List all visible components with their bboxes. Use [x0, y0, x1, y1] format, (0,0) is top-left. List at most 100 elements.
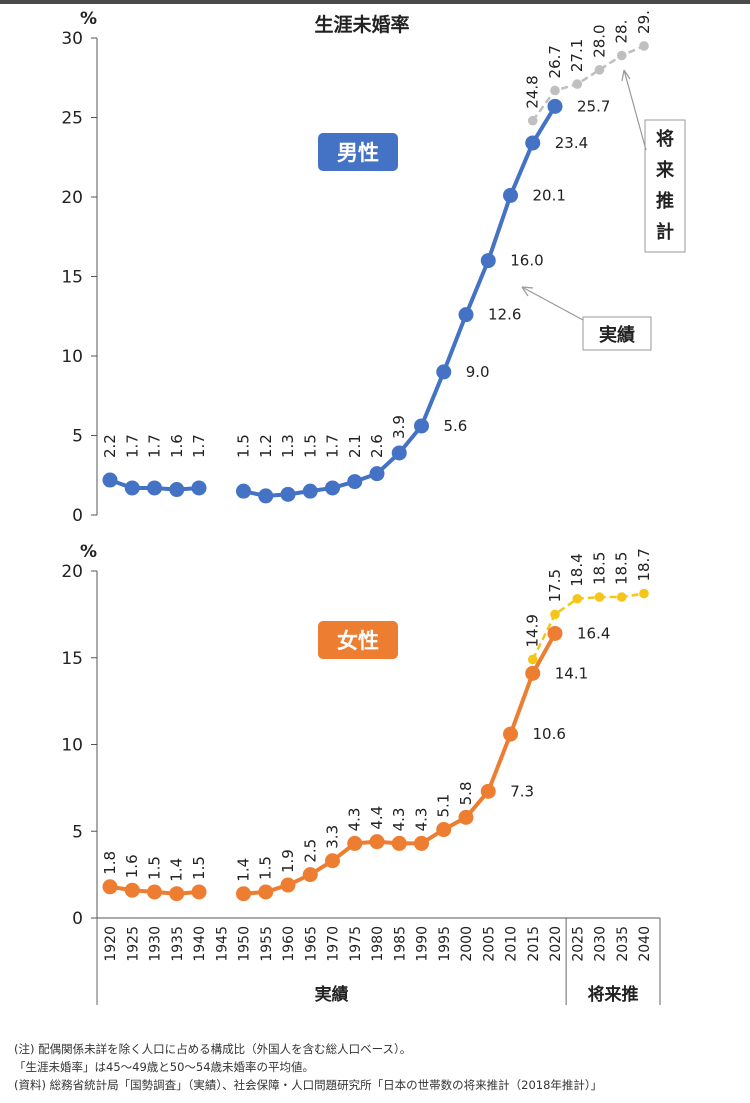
- female-data-label: 1.4: [235, 858, 253, 882]
- male-data-label: 1.6: [168, 434, 186, 458]
- male-y-tick-label: 25: [61, 109, 83, 129]
- male-data-label: 20.1: [533, 186, 566, 204]
- male-data-label: 2.2: [101, 434, 119, 458]
- female-projection-point: [639, 588, 649, 599]
- female-projection-label: 14.9: [524, 614, 542, 647]
- male-y-tick-label: 15: [61, 268, 83, 288]
- actual-callout-box: [582, 316, 652, 351]
- male-data-label: 16.0: [510, 252, 543, 270]
- chart-title: 生涯未婚率: [314, 13, 409, 36]
- female-y-tick-label: 10: [61, 736, 83, 756]
- male-actual-point: [347, 474, 363, 490]
- male-actual-point: [102, 472, 118, 488]
- male-data-label: 1.2: [257, 434, 275, 458]
- projection-callout-char: 来: [655, 160, 675, 181]
- female-data-label: 4.3: [346, 808, 364, 832]
- male-actual-point: [525, 135, 541, 151]
- female-y-tick-label: 0: [72, 909, 83, 929]
- female-actual-point: [414, 835, 429, 851]
- note-line-1: (注) 配偶関係未詳を除く人口に占める構成比（外国人を含む総人口ベース）。: [14, 1042, 412, 1056]
- female-projection-label: 18.5: [613, 552, 631, 585]
- male-data-label: 1.7: [123, 434, 141, 458]
- male-y-tick-label: 30: [61, 29, 83, 49]
- male-actual-point: [325, 480, 340, 496]
- female-actual-point: [325, 853, 340, 869]
- projection-callout-box: [644, 119, 686, 253]
- male-projection-point: [639, 41, 649, 51]
- x-group-label-projection: 将来推: [588, 984, 639, 1005]
- male-actual-point: [503, 187, 518, 203]
- male-actual-point: [124, 480, 140, 496]
- female-actual-point: [480, 783, 496, 799]
- x-tick-label: 2040: [637, 926, 653, 962]
- x-tick-label: 1985: [392, 926, 408, 962]
- male-actual-point: [147, 480, 162, 496]
- female-unit-label: %: [80, 542, 97, 562]
- female-actual-point: [280, 877, 296, 893]
- x-tick-label: 2030: [593, 926, 609, 962]
- projection-callout-char: 将: [656, 128, 674, 150]
- male-data-label: 1.5: [301, 434, 319, 458]
- male-actual-point: [369, 466, 385, 482]
- projection-callout-char: 推: [656, 190, 674, 212]
- x-tick-label: 1940: [192, 926, 208, 962]
- female-data-label: 1.5: [146, 856, 164, 880]
- female-actual-point: [525, 665, 541, 681]
- note-line-3: (資料) 総務省統計局「国勢調査」（実績）、社会保障・人口問題研究所「日本の世帯…: [14, 1078, 603, 1092]
- male-projection-label: 29.: [635, 10, 653, 34]
- female-actual-point: [347, 835, 363, 851]
- female-data-label: 5.1: [435, 794, 453, 818]
- female-data-label: 4.3: [390, 808, 408, 832]
- female-data-label: 1.8: [101, 851, 119, 875]
- female-actual-point: [191, 884, 207, 900]
- female-projection-point: [594, 592, 605, 602]
- female-actual-point: [503, 726, 518, 742]
- x-tick-label: 1970: [326, 926, 342, 962]
- male-actual-point: [236, 483, 251, 499]
- female-y-tick-label: 20: [61, 562, 83, 582]
- male-data-label: 1.7: [146, 434, 164, 458]
- male-data-label: 1.3: [279, 434, 297, 458]
- male-actual-point: [191, 480, 207, 496]
- female-data-label: 1.5: [190, 856, 208, 880]
- x-tick-label: 2025: [570, 926, 586, 962]
- female-data-label: 4.4: [368, 806, 386, 830]
- male-projection-label: 24.8: [524, 75, 542, 108]
- female-actual-point: [302, 867, 318, 883]
- female-projection-point: [616, 592, 627, 602]
- x-tick-label: 2010: [504, 926, 520, 962]
- x-tick-label: 1975: [348, 926, 364, 962]
- x-tick-label: 1960: [281, 926, 297, 962]
- x-tick-label: 1990: [415, 926, 431, 962]
- female-projection-label: 18.4: [568, 553, 586, 586]
- x-tick-label: 1930: [148, 926, 164, 962]
- male-data-label: 1.7: [324, 434, 342, 458]
- x-tick-label: 1925: [125, 926, 141, 962]
- top-edge-bar: [0, 0, 750, 4]
- female-data-label: 10.6: [533, 725, 566, 743]
- female-data-label: 1.5: [257, 856, 275, 880]
- actual-callout-arrowhead: [521, 286, 534, 297]
- female-actual-point: [124, 882, 140, 898]
- male-projection-label: 26.7: [546, 45, 564, 78]
- female-actual-point: [369, 834, 385, 850]
- male-actual-point: [414, 418, 429, 434]
- female-data-label: 1.6: [123, 854, 141, 878]
- x-tick-label: 1965: [303, 926, 319, 962]
- male-series-badge: [318, 133, 398, 171]
- female-projection-point: [527, 654, 538, 665]
- male-projection-point: [616, 50, 627, 61]
- x-tick-label: 1995: [437, 926, 453, 962]
- x-tick-label: 1980: [370, 926, 386, 962]
- x-tick-label: 1920: [103, 926, 119, 962]
- male-projection-label: 28.: [613, 20, 631, 44]
- male-data-label: 3.9: [390, 415, 408, 439]
- male-actual-point: [436, 364, 452, 380]
- female-projection-point: [550, 609, 560, 620]
- female-y-tick-label: 5: [72, 822, 83, 842]
- male-data-label: 25.7: [577, 97, 610, 115]
- female-projection-label: 18.5: [591, 552, 609, 585]
- female-actual-point: [102, 879, 118, 895]
- note-line-2: 「生涯未婚率」は45～49歳と50～54歳未婚率の平均値。: [14, 1060, 315, 1074]
- female-actual-point: [391, 835, 407, 851]
